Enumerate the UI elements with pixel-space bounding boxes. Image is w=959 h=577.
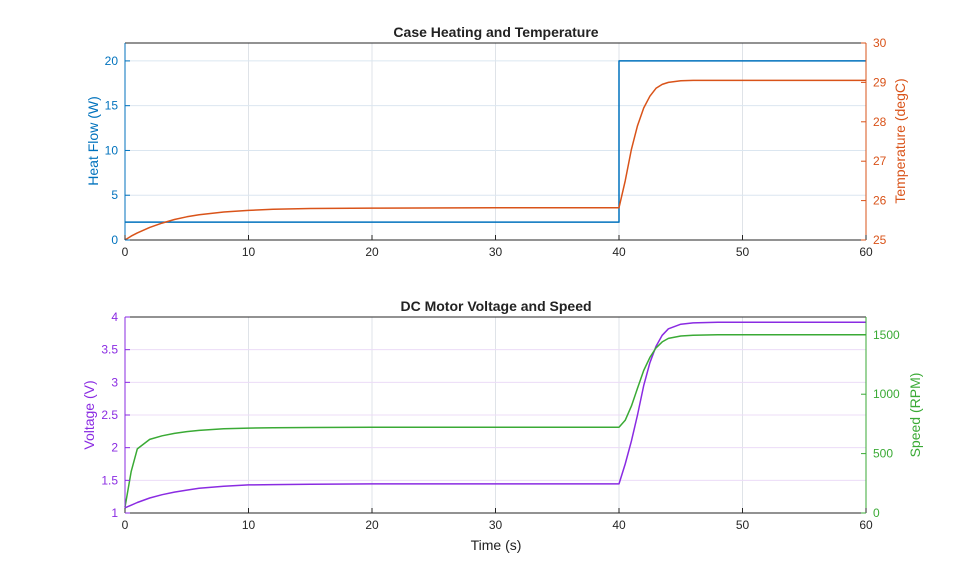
y-right-tick-label: 500 bbox=[873, 447, 893, 461]
y-left-tick-label: 3 bbox=[111, 375, 118, 389]
series-line-speed bbox=[124, 334, 866, 508]
y-left-tick-label: 3.5 bbox=[101, 343, 118, 357]
x-tick-label: 60 bbox=[859, 245, 873, 259]
x-tick-label: 20 bbox=[365, 518, 379, 532]
y-left-tick-label: 20 bbox=[105, 54, 119, 68]
y-left-tick-label: 4 bbox=[111, 310, 118, 324]
y-right-tick-label: 0 bbox=[873, 506, 880, 520]
y-left-tick-label: 2.5 bbox=[101, 408, 118, 422]
y-left-tick-label: 15 bbox=[105, 99, 119, 113]
y-right-tick-label: 27 bbox=[873, 154, 887, 168]
axes-dc-motor: DC Motor Voltage and Speed Voltage (V) S… bbox=[81, 298, 923, 553]
y-right-tick-label: 25 bbox=[873, 233, 887, 247]
y-left-tick-label: 2 bbox=[111, 441, 118, 455]
x-tick-label: 60 bbox=[859, 518, 873, 532]
x-tick-label: 30 bbox=[489, 518, 503, 532]
x-tick-label: 20 bbox=[365, 245, 379, 259]
x-tick-label: 0 bbox=[122, 245, 129, 259]
x-tick-label: 10 bbox=[242, 518, 256, 532]
x-tick-label: 10 bbox=[242, 245, 256, 259]
y-axis-right-label: Speed (RPM) bbox=[907, 373, 923, 458]
x-tick-label: 0 bbox=[122, 518, 129, 532]
y-axis-left-label: Voltage (V) bbox=[81, 380, 97, 449]
y-axis-right-label: Temperature (degC) bbox=[892, 78, 908, 203]
x-axis-label: Time (s) bbox=[471, 537, 522, 553]
x-tick-label: 40 bbox=[612, 245, 626, 259]
series-line-voltage bbox=[124, 321, 866, 509]
y-right-tick-label: 26 bbox=[873, 194, 887, 208]
y-left-tick-label: 10 bbox=[105, 143, 119, 157]
y-right-tick-label: 28 bbox=[873, 115, 887, 129]
y-right-tick-label: 29 bbox=[873, 75, 887, 89]
y-right-tick-label: 30 bbox=[873, 36, 887, 50]
y-right-tick-label: 1000 bbox=[873, 387, 900, 401]
y-axis-left-label: Heat Flow (W) bbox=[85, 96, 101, 185]
y-right-tick-label: 1500 bbox=[873, 328, 900, 342]
x-tick-label: 40 bbox=[612, 518, 626, 532]
y-left-tick-label: 5 bbox=[111, 188, 118, 202]
axes-case-heating: Case Heating and Temperature Heat Flow (… bbox=[85, 24, 908, 259]
x-tick-label: 50 bbox=[736, 518, 750, 532]
series-line-temperature bbox=[124, 79, 866, 241]
y-left-tick-label: 1.5 bbox=[101, 473, 118, 487]
series-line-heat-flow bbox=[125, 60, 866, 223]
x-tick-label: 50 bbox=[736, 245, 750, 259]
chart-title: Case Heating and Temperature bbox=[393, 24, 598, 40]
y-left-tick-label: 0 bbox=[111, 233, 118, 247]
y-left-tick-label: 1 bbox=[111, 506, 118, 520]
chart-title: DC Motor Voltage and Speed bbox=[400, 298, 591, 314]
x-tick-label: 30 bbox=[489, 245, 503, 259]
